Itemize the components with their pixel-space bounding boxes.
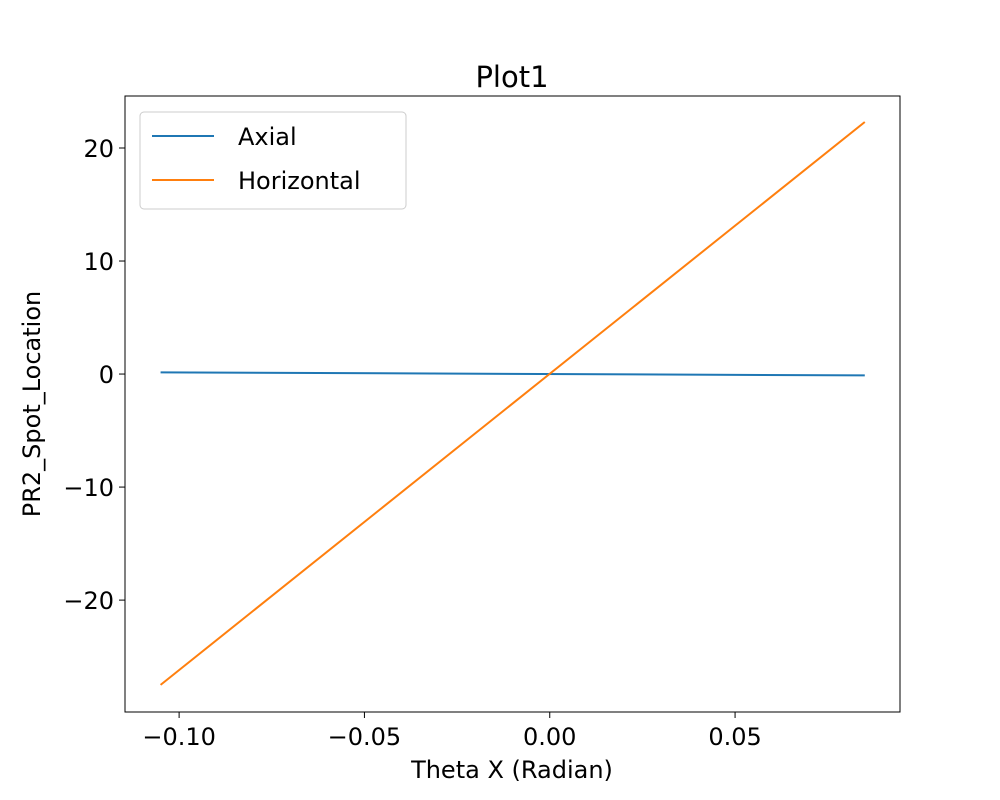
x-tick-label: 0.00 (523, 723, 576, 751)
legend-label-axial: Axial (238, 123, 297, 151)
x-tick-label: 0.05 (708, 723, 761, 751)
y-tick-label: −20 (63, 587, 114, 615)
x-tick-label: −0.10 (142, 723, 216, 751)
y-axis-label: PR2_Spot_Location (18, 291, 46, 518)
plot-frame (124, 95, 901, 713)
y-tick-label: 20 (83, 135, 114, 163)
chart-title: Plot1 (475, 60, 548, 94)
x-axis-label: Theta X (Radian) (410, 756, 613, 784)
y-axis-ticks: −20 −10 0 10 20 (63, 135, 125, 615)
x-axis-ticks: −0.10 −0.05 0.00 0.05 (142, 712, 762, 751)
y-tick-label: −10 (63, 474, 114, 502)
series-line-horizontal (159, 121, 866, 686)
legend-label-horizontal: Horizontal (238, 167, 361, 195)
y-tick-label: 10 (83, 248, 114, 276)
legend: Axial Horizontal (139, 111, 407, 210)
series-layer (159, 121, 866, 686)
series-line-axial (160, 371, 865, 377)
y-tick-label: 0 (99, 361, 114, 389)
x-tick-label: −0.05 (328, 723, 402, 751)
